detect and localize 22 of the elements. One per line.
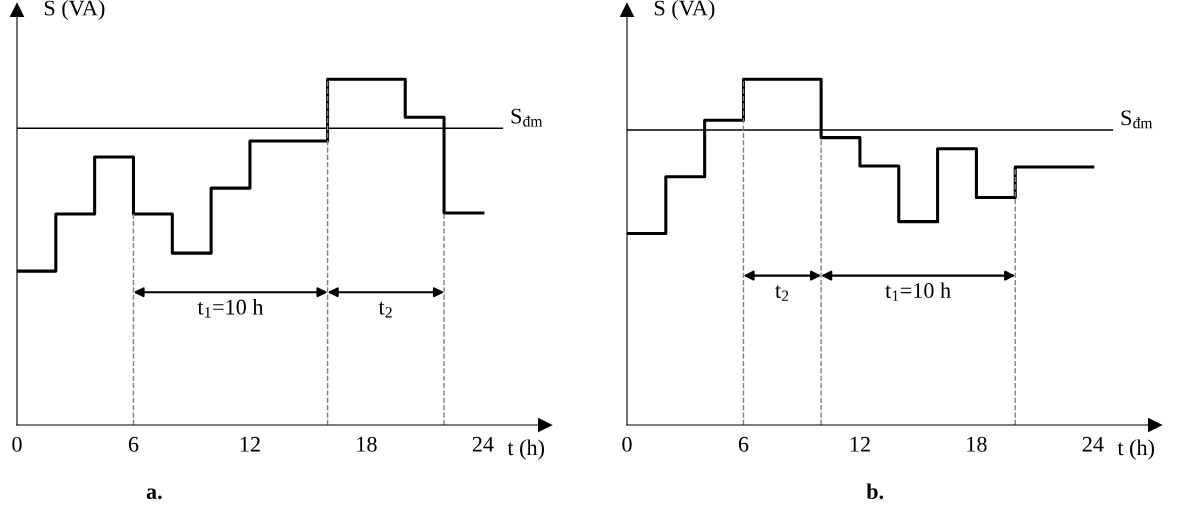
annotation: t$_{1}$=10 h bbox=[197, 298, 264, 318]
text: a. bbox=[146, 488, 162, 500]
x-tick-label: 6 bbox=[128, 436, 139, 452]
x-tick-label: 0 bbox=[622, 436, 632, 452]
y-axis-title: S (VA) bbox=[654, 0, 715, 21]
x-tick-label: 0 bbox=[12, 436, 22, 452]
ref-line-label: S$_{đm}$ bbox=[511, 108, 543, 127]
x-tick-label: 24 bbox=[472, 436, 494, 452]
y-axis-title: S (VA) bbox=[44, 0, 105, 21]
annotation: t$_{2}$ bbox=[775, 285, 789, 301]
x-tick-label: 18 bbox=[357, 436, 377, 452]
x-tick-label: 24 bbox=[1082, 436, 1104, 452]
annotation: t$_{1}$=10 h bbox=[885, 282, 951, 301]
annotation: t$_{2}$ bbox=[378, 301, 392, 318]
x-axis-title: t (h) bbox=[507, 439, 545, 460]
x-tick-label: 18 bbox=[967, 436, 987, 452]
x-tick-label: 6 bbox=[738, 436, 749, 452]
text: b. bbox=[866, 483, 884, 500]
x-tick-label: 12 bbox=[850, 436, 870, 452]
ref-line-label: S$_{đm}$ bbox=[1121, 110, 1153, 129]
x-tick-label: 12 bbox=[240, 436, 260, 452]
x-axis-title: t (h) bbox=[1117, 439, 1155, 460]
